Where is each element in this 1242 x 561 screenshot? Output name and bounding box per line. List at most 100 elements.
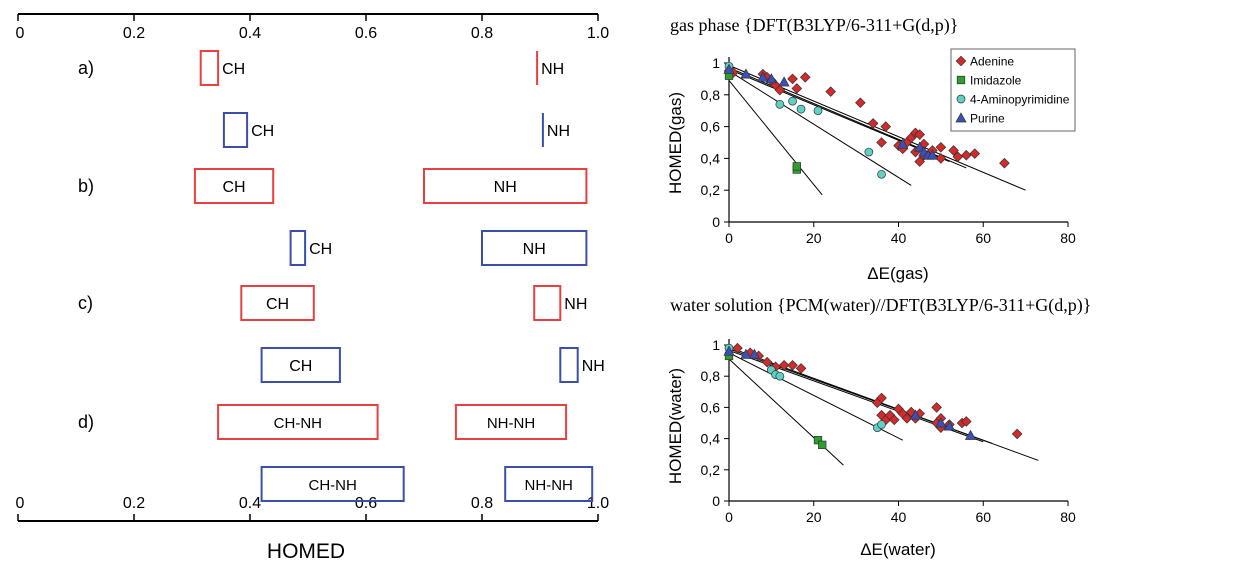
homed-range-chart: 0 0.2 0.4 0.6 0.8 1.0 0 0.2 0.4 0.6 0.8 1.0 a) CH NH…: [16, 13, 609, 561]
data-point: [775, 99, 785, 109]
data-point: [774, 84, 786, 96]
x-axis-label: HOMED: [267, 540, 345, 561]
group-label: c): [78, 293, 93, 313]
data-point: [935, 153, 947, 164]
data-point: [792, 162, 801, 171]
data-point: [955, 55, 967, 67]
bar-label: NH-NH: [487, 415, 535, 432]
x-tick-label: 20: [806, 509, 822, 525]
data-point: [818, 440, 827, 449]
data-point: [956, 75, 966, 85]
range-bar: [454, 404, 568, 440]
tick-label: 0.8: [471, 25, 493, 42]
range-bar: [289, 230, 307, 266]
data-point: [825, 86, 836, 97]
chart-title: gas phase {DFT(B3LYP/6-311+G(d,p)}: [670, 15, 958, 36]
data-point: [732, 342, 743, 354]
range-bar: [260, 466, 405, 502]
data-point: [787, 359, 798, 371]
data-point: [901, 413, 913, 424]
range-bar: [193, 168, 275, 204]
tick-label: 1.0: [587, 495, 609, 512]
data-point: [813, 106, 823, 116]
chart-title: water solution {PCM(water)//DFT(B3LYP/6-…: [670, 295, 1091, 316]
data-point: [955, 112, 967, 123]
x-tick-label: 40: [891, 509, 907, 525]
y-tick-label: 0,8: [701, 87, 721, 103]
data-point: [723, 345, 735, 356]
data-point: [778, 359, 790, 371]
data-point: [935, 417, 947, 428]
x-tick-label: 80: [1060, 509, 1076, 525]
bar-label: NH: [523, 241, 546, 258]
data-point: [864, 147, 874, 157]
data-point: [926, 149, 938, 160]
group-label: d): [78, 412, 94, 432]
bar-label: NH: [582, 358, 605, 375]
data-point: [956, 94, 966, 104]
bar-label: CH: [266, 296, 289, 313]
data-point: [757, 71, 769, 82]
data-point: [897, 138, 909, 149]
data-point: [914, 129, 925, 140]
y-tick-label: 0,8: [701, 368, 721, 384]
data-point: [948, 145, 959, 156]
bar-label: NH: [564, 296, 587, 313]
data-point: [876, 392, 887, 404]
data-point: [964, 429, 977, 440]
data-point: [867, 118, 879, 129]
data-point: [888, 414, 900, 426]
bar-label: CH: [309, 241, 332, 258]
tick-label: 0.6: [355, 25, 377, 42]
range-bar: [481, 230, 588, 266]
bar-label: CH: [251, 123, 274, 140]
legend-entry: 4-Aminopyrimidine: [970, 93, 1070, 107]
data-point: [775, 371, 785, 381]
trend-line: [728, 67, 967, 169]
data-point: [877, 169, 886, 179]
data-point: [799, 72, 811, 83]
data-point: [795, 363, 807, 374]
y-tick-label: 0,2: [701, 462, 721, 478]
trend-line: [728, 68, 950, 163]
y-tick-label: 0,6: [701, 119, 721, 135]
y-tick-label: 0,4: [701, 150, 721, 166]
x-tick-label: 0: [725, 509, 733, 525]
data-point: [1011, 428, 1023, 440]
x-tick-label: 60: [975, 509, 991, 525]
data-point: [999, 157, 1010, 169]
data-point: [788, 96, 797, 106]
tick-label: 0.8: [471, 495, 493, 512]
x-tick-label: 40: [891, 230, 907, 246]
x-axis-label: ΔE(water): [860, 540, 936, 559]
y-tick-label: 0,4: [701, 431, 721, 447]
range-bar: [240, 285, 315, 321]
data-point: [791, 83, 803, 94]
bar-label: NH-NH: [525, 477, 573, 494]
range-bar: [504, 466, 594, 502]
bar-label: NH: [541, 61, 564, 78]
range-bar: [222, 112, 249, 148]
tick-label: 0.6: [355, 495, 377, 512]
legend-entry: Purine: [970, 112, 1005, 126]
y-tick-label: 0,6: [701, 399, 721, 415]
trend-line: [728, 358, 844, 466]
data-point: [877, 420, 886, 429]
y-tick-label: 1: [712, 55, 720, 71]
group-label: a): [78, 58, 94, 78]
x-tick-label: 0: [725, 230, 733, 246]
range-bar: [423, 168, 588, 204]
trend-line: [728, 70, 912, 186]
range-bar: [199, 50, 220, 86]
bar-label: CH: [289, 358, 312, 375]
data-point: [880, 121, 892, 132]
data-point: [796, 104, 806, 114]
data-point: [931, 402, 942, 413]
data-point: [914, 156, 925, 167]
legend-entry: Imidazole: [970, 74, 1022, 88]
legend-entry: Adenine: [970, 55, 1014, 69]
data-point: [876, 137, 887, 148]
range-bar: [217, 404, 379, 440]
data-point: [855, 97, 866, 109]
data-point: [909, 409, 922, 420]
